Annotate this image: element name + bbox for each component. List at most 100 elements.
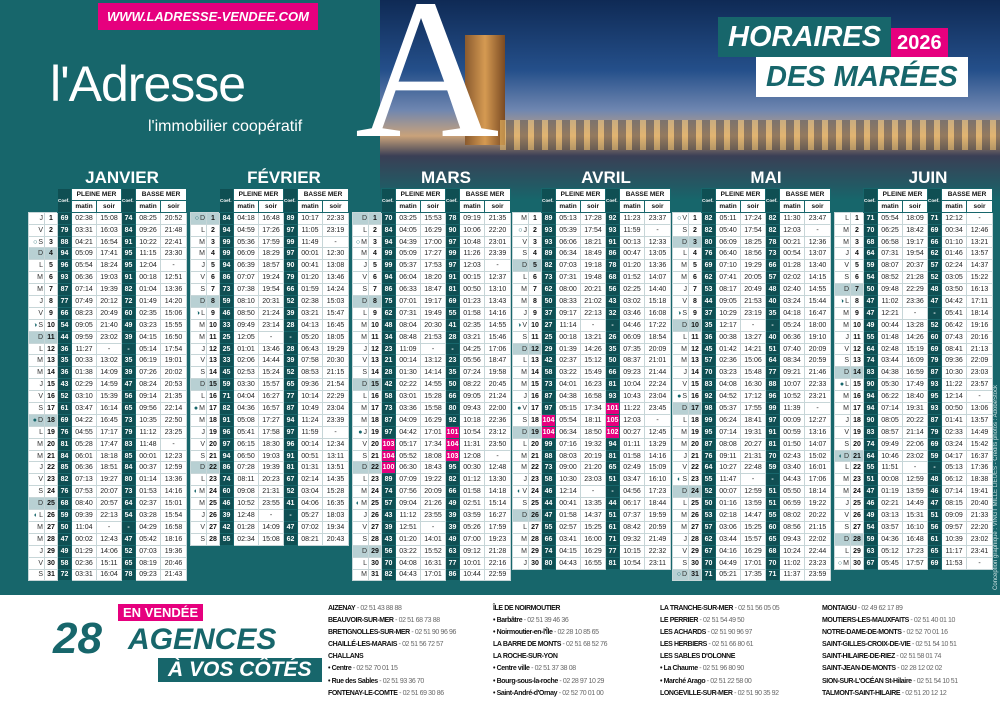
agency-entry[interactable]: ÎLE DE NOIRMOUTIER bbox=[493, 603, 607, 615]
agency-entry[interactable]: • Marché Arago - 02 51 22 58 00 bbox=[660, 676, 779, 688]
agency-name: SAINT-GILLES-CROIX-DE-VIE bbox=[822, 641, 911, 649]
low-tide-evening: - bbox=[644, 223, 672, 237]
agency-entry[interactable]: SAINT-JEAN-DE-MONTS - 02 28 12 02 02 bbox=[822, 663, 958, 675]
day-number: 7 bbox=[44, 283, 58, 297]
high-tide-evening: 14:26 bbox=[901, 330, 929, 344]
agency-entry[interactable]: • La Chaume - 02 51 96 80 90 bbox=[660, 663, 779, 675]
agency-entry[interactable]: FONTENAY-LE-COMTE - 02 51 69 30 86 bbox=[328, 688, 456, 700]
agency-entry[interactable]: • Rue des Sables - 02 51 93 36 70 bbox=[328, 676, 456, 688]
coef-soir: 39 bbox=[445, 520, 461, 534]
coef-matin: 85 bbox=[57, 461, 72, 475]
weekday-cell: M bbox=[672, 271, 689, 285]
agency-entry[interactable]: LES ACHARDS - 02 51 90 96 97 bbox=[660, 627, 779, 639]
agency-entry[interactable]: AIZENAY - 02 51 43 88 88 bbox=[328, 603, 456, 615]
low-tide-evening: 15:47 bbox=[322, 306, 350, 320]
low-tide-evening: 18:05 bbox=[322, 330, 350, 344]
high-tide-evening: - bbox=[901, 461, 929, 475]
low-tide-morning: 10:54 bbox=[459, 425, 486, 439]
agency-entry[interactable]: LA ROCHE-SUR-YON bbox=[493, 651, 607, 663]
agency-entry[interactable]: • Centre - 02 52 70 01 15 bbox=[328, 663, 456, 675]
day-number: 22 bbox=[850, 461, 864, 475]
agency-entry[interactable]: BEAUVOIR-SUR-MER - 02 51 68 73 88 bbox=[328, 615, 456, 627]
low-tide-morning: 04:46 bbox=[619, 318, 646, 332]
agency-entry[interactable]: LA TRANCHE-SUR-MER - 02 51 56 05 05 bbox=[660, 603, 780, 615]
weekday-cell: J bbox=[352, 342, 369, 356]
high-tide-morning: 09:39 bbox=[71, 509, 97, 522]
day-number: 1 bbox=[850, 211, 864, 225]
agency-entry[interactable]: LE PERRIER - 02 51 54 49 50 bbox=[660, 615, 779, 627]
website-link[interactable]: WWW.LADRESSE-VENDEE.COM bbox=[98, 3, 318, 30]
coef-matin: 76 bbox=[701, 247, 716, 261]
agency-entry[interactable]: • Barbâtre - 02 51 39 46 36 bbox=[493, 615, 607, 627]
agency-entry[interactable]: LONGEVILLE-SUR-MER - 02 51 90 35 92 bbox=[660, 688, 779, 700]
day-number: 14 bbox=[688, 366, 702, 380]
agency-entry[interactable]: • Saint-André-d'Ornay - 02 52 70 01 00 bbox=[493, 688, 607, 700]
agency-entry[interactable]: SION-SUR-L'OCÉAN St-Hilaire - 02 51 54 1… bbox=[822, 676, 958, 688]
agency-entry[interactable]: MOUTIERS-LES-MAUXFAITS - 02 51 40 01 10 bbox=[822, 615, 958, 627]
weekday: L bbox=[363, 559, 367, 567]
low-tide-morning: 00:50 bbox=[941, 402, 968, 415]
soir-header: soir bbox=[322, 199, 350, 213]
day-number: 25 bbox=[368, 497, 382, 511]
day-number: 18 bbox=[528, 413, 542, 427]
title-line-1: HORAIRES bbox=[718, 17, 892, 57]
high-tide-evening: 16:09 bbox=[901, 354, 929, 368]
agency-entry[interactable]: LA BARRE DE MONTS - 02 51 68 52 76 bbox=[493, 639, 608, 651]
high-tide-morning: 12:48 bbox=[233, 509, 259, 522]
phone-number: 02 28 10 85 65 bbox=[557, 629, 600, 637]
table-row: V 13 33 02:06 14:44 39 07:58 20:30 bbox=[190, 354, 350, 368]
high-tide-morning: 11:51 bbox=[877, 461, 903, 475]
weekday: J bbox=[201, 345, 206, 353]
agency-entry[interactable]: NOTRE-DAME-DE-MONTS - 02 52 70 01 16 bbox=[822, 627, 958, 639]
agency-entry[interactable]: CHALLANS bbox=[328, 651, 456, 663]
coef-soir: 101 bbox=[445, 425, 461, 439]
low-tide-morning: 00:59 bbox=[779, 425, 806, 439]
low-tide-morning: 04:06 bbox=[297, 497, 324, 511]
agency-entry[interactable]: BRETIGNOLLES-SUR-MER - 02 51 90 96 96 bbox=[328, 627, 456, 639]
weekday-cell: ◐L bbox=[28, 509, 45, 522]
phone-number: 02 51 66 80 61 bbox=[711, 641, 754, 649]
day-number: 17 bbox=[368, 402, 382, 415]
high-tide-morning: 03:31 bbox=[71, 223, 97, 237]
agency-entry[interactable]: MONTAIGU - 02 49 62 17 89 bbox=[822, 603, 958, 615]
high-tide-morning: 05:12 bbox=[877, 544, 903, 558]
coef-soir: 85 bbox=[121, 449, 137, 463]
high-tide-evening: 18:47 bbox=[419, 283, 447, 297]
high-tide-evening: 19:03 bbox=[257, 449, 285, 463]
low-tide-morning: 00:13 bbox=[619, 235, 646, 249]
day-number: 22 bbox=[368, 461, 382, 475]
day-number: 14 bbox=[44, 366, 58, 380]
low-tide-morning: 02:38 bbox=[297, 295, 324, 308]
agency-entry[interactable]: LES SABLES D'OLONNE bbox=[660, 651, 779, 663]
agency-name: NOTRE-DAME-DE-MONTS bbox=[822, 629, 902, 637]
low-tide-evening: 15:46 bbox=[484, 330, 512, 344]
agency-name: BEAUVOIR-SUR-MER bbox=[328, 617, 394, 625]
table-row: S 24 76 07:53 20:07 73 01:53 14:16 bbox=[28, 485, 188, 499]
agency-entry[interactable]: LES HERBIERS - 02 51 66 80 61 bbox=[660, 639, 779, 651]
weekday: M bbox=[681, 357, 687, 365]
coef-matin: 73 bbox=[541, 378, 556, 392]
low-tide-morning: 02:24 bbox=[941, 259, 968, 273]
table-row: S 14 45 02:53 15:24 52 08:53 21:15 bbox=[190, 366, 350, 380]
weekday-cell: V bbox=[834, 342, 851, 356]
agency-entry[interactable]: • Bourg-sous-la-roche - 02 28 97 10 29 bbox=[493, 676, 607, 688]
table-row: M 4 99 05:09 17:27 99 11:26 23:39 bbox=[352, 247, 512, 261]
agency-entry[interactable]: SAINT-GILLES-CROIX-DE-VIE - 02 51 54 10 … bbox=[822, 639, 958, 651]
table-row: S 28 43 01:20 14:01 49 07:00 19:23 bbox=[352, 532, 512, 546]
agency-entry[interactable]: CHAILLÉ-LES-MARAIS - 02 51 56 72 57 bbox=[328, 639, 456, 651]
spacer bbox=[673, 189, 702, 213]
weekday: S bbox=[844, 274, 849, 282]
high-tide-morning: 07:49 bbox=[71, 295, 97, 308]
new-moon-icon: ● bbox=[193, 404, 199, 412]
weekday-cell: L bbox=[834, 544, 851, 558]
day-number: 24 bbox=[368, 485, 382, 499]
agency-entry[interactable]: TALMONT-SAINT-HILAIRE - 02 51 20 12 12 bbox=[822, 688, 958, 700]
agency-entry[interactable]: • Noirmoutier-en-l'Île - 02 28 10 85 65 bbox=[493, 627, 607, 639]
agency-entry[interactable]: • Centre ville - 02 51 37 38 08 bbox=[493, 663, 607, 675]
agency-entry[interactable]: SAINT-HILAIRE-DE-RIEZ - 02 51 58 01 74 bbox=[822, 651, 958, 663]
coef-matin: 43 bbox=[381, 509, 396, 522]
coef-soir: 78 bbox=[445, 211, 461, 225]
weekday: M bbox=[681, 523, 687, 531]
high-tide-evening: 18:11 bbox=[579, 413, 607, 427]
table-row: M 18 87 04:09 16:29 92 10:18 22:36 bbox=[352, 413, 512, 427]
